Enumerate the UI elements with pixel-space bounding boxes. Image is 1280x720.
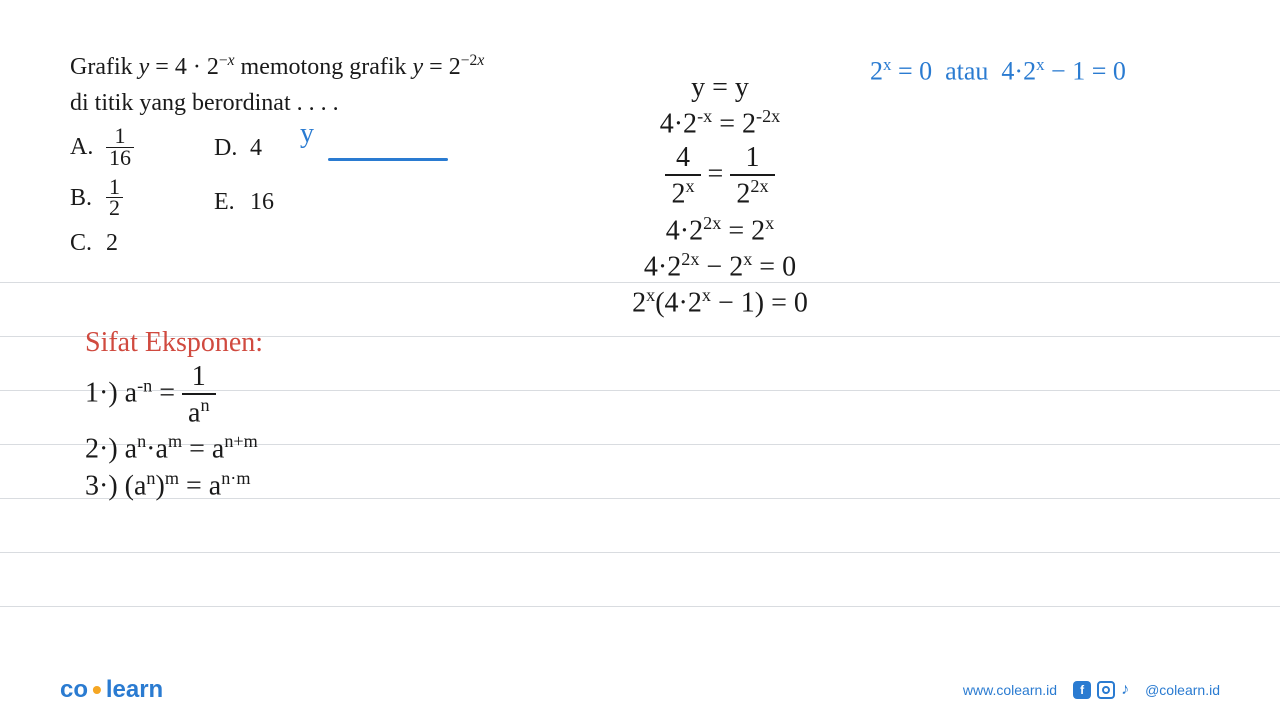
question-block: Grafik y = 4 · 2−x memotong grafik y = 2…	[70, 50, 510, 260]
property-2: 2·) an·am = an+m	[85, 431, 445, 465]
option-b: B. 12	[70, 177, 134, 220]
option-a: A. 116	[70, 126, 134, 169]
right-solution: 2x = 0 atau 4·2x − 1 = 0	[870, 55, 1240, 87]
footer-url: www.colearn.id	[963, 682, 1057, 698]
property-1: 1·) a-n = 1an	[85, 361, 445, 429]
facebook-icon: f	[1073, 681, 1091, 699]
option-value: 16	[250, 186, 274, 218]
work-line-6: 2x(4·2x − 1) = 0	[545, 285, 895, 319]
options-col-left: A. 116 B. 12 C. 2	[70, 126, 134, 260]
option-e: E. 16	[214, 186, 274, 218]
option-label: A.	[70, 131, 90, 163]
work-line-3: 4 2x = 1 22x	[545, 142, 895, 210]
option-label: C.	[70, 227, 90, 259]
fraction-right: 1 22x	[730, 142, 774, 210]
brand-learn: learn	[106, 676, 163, 704]
worksheet-page: Grafik y = 4 · 2−x memotong grafik y = 2…	[0, 0, 1280, 720]
right-line-1: 2x = 0 atau 4·2x − 1 = 0	[870, 55, 1240, 87]
options-row: A. 116 B. 12 C. 2 D. 4 E.	[70, 126, 510, 260]
option-value: 4	[250, 132, 262, 164]
property-3: 3·) (an)m = an·m	[85, 468, 445, 502]
annotation-y: y	[300, 118, 314, 150]
work-line-1: y = y	[545, 72, 895, 104]
tiktok-icon: ♪	[1121, 681, 1129, 699]
option-value: 2	[106, 227, 118, 259]
underline-annotation	[328, 158, 448, 161]
work-line-2: 4·2-x = 2-2x	[545, 106, 895, 140]
notes-title: Sifat Eksponen:	[85, 327, 445, 359]
option-value: 12	[106, 177, 123, 220]
equals: =	[708, 159, 731, 190]
instagram-icon	[1097, 681, 1115, 699]
work-line-5: 4·22x − 2x = 0	[545, 249, 895, 283]
fraction-left: 4 2x	[665, 142, 700, 210]
social-icons: f ♪	[1073, 681, 1129, 699]
footer: co • learn www.colearn.id f ♪ @colearn.i…	[0, 660, 1280, 720]
option-value: 116	[106, 126, 134, 169]
option-label: B.	[70, 182, 90, 214]
option-d: D. 4	[214, 132, 274, 164]
option-c: C. 2	[70, 227, 134, 259]
ruled-line	[0, 552, 1280, 553]
exponent-properties: Sifat Eksponen: 1·) a-n = 1an 2·) an·am …	[85, 325, 445, 504]
option-label: D.	[214, 132, 234, 164]
brand-co: co	[60, 676, 88, 704]
option-label: E.	[214, 186, 234, 218]
footer-handle: @colearn.id	[1145, 682, 1220, 698]
ruled-line	[0, 606, 1280, 607]
question-line-2: di titik yang berordinat . . . .	[70, 87, 510, 119]
footer-right: www.colearn.id f ♪ @colearn.id	[963, 681, 1220, 699]
brand-logo: co • learn	[60, 676, 163, 704]
question-line-1: Grafik y = 4 · 2−x memotong grafik y = 2…	[70, 50, 510, 83]
center-working: y = y 4·2-x = 2-2x 4 2x = 1 22x 4·22x = …	[545, 70, 895, 322]
work-line-4: 4·22x = 2x	[545, 213, 895, 247]
options-col-right: D. 4 E. 16	[214, 132, 274, 260]
